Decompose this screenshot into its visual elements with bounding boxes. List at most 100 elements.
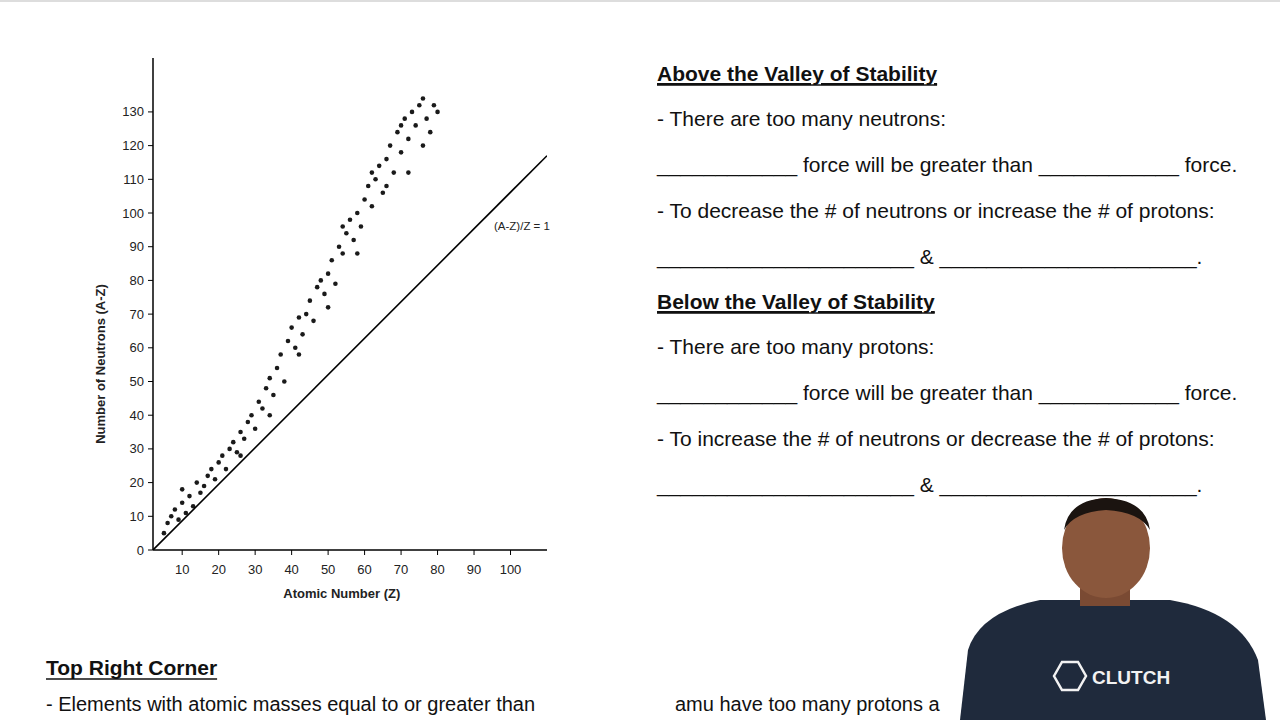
scatter-point [384, 157, 389, 162]
y-tick [148, 482, 153, 483]
heading-underline [46, 678, 217, 679]
heading-underline [657, 312, 935, 313]
x-tick [291, 550, 292, 555]
presenter: CLUTCH [960, 498, 1266, 720]
y-tick-label: 100 [122, 206, 144, 221]
blank-line: ____________ force will be greater than … [656, 153, 1237, 177]
scatter-point [238, 430, 243, 435]
scatter-point [355, 251, 360, 256]
scatter-point [227, 447, 232, 452]
scatter-point [319, 278, 324, 283]
scatter-point [370, 170, 375, 175]
y-axis-line [152, 58, 154, 550]
y-tick-label: 50 [130, 374, 144, 389]
scatter-point [253, 426, 258, 431]
scatter-point [213, 477, 218, 482]
y-tick-label: 0 [137, 543, 144, 558]
scatter-point [286, 339, 291, 344]
line-label: (A-Z)/Z = 1 [494, 220, 550, 232]
scatter-point [348, 217, 353, 222]
x-tick-label: 50 [321, 562, 335, 577]
x-tick [437, 550, 438, 555]
x-tick-label: 20 [211, 562, 225, 577]
background [0, 0, 1280, 720]
scatter-point [293, 346, 298, 351]
scatter-point [267, 413, 272, 418]
presenter-hair [1064, 498, 1150, 530]
section-heading: Above the Valley of Stability [657, 62, 937, 85]
x-axis-title: Atomic Number (Z) [283, 586, 400, 601]
x-tick [364, 550, 365, 555]
scatter-point [256, 399, 261, 404]
scatter-point [399, 150, 404, 155]
scatter-point [388, 143, 393, 148]
prompt-line: - To increase the # of neutrons or decre… [657, 427, 1215, 450]
scatter-point [326, 305, 331, 310]
scatter-point [351, 238, 356, 243]
scatter-point [344, 231, 349, 236]
y-tick-label: 90 [130, 239, 144, 254]
scatter-point [384, 184, 389, 189]
presenter-shirt [960, 600, 1266, 720]
footer-text: - Elements with atomic masses equal to o… [46, 693, 535, 715]
scatter-point [267, 376, 272, 381]
x-tick [218, 550, 219, 555]
logo-text: CLUTCH [1092, 667, 1170, 688]
scatter-point [406, 170, 411, 175]
scatter-point [308, 298, 313, 303]
blank-line: ______________________ & _______________… [656, 473, 1202, 497]
y-tick-label: 20 [130, 475, 144, 490]
x-tick-label: 40 [284, 562, 298, 577]
scatter-point [355, 211, 360, 216]
scatter-point [329, 258, 334, 263]
scatter-point [395, 130, 400, 135]
footer-heading: Top Right Corner [46, 656, 217, 679]
footer-text: amu have too many protons a [675, 693, 940, 715]
scatter-point [421, 143, 426, 148]
scatter-point [216, 460, 221, 465]
y-tick [148, 347, 153, 348]
scatter-point [370, 204, 375, 209]
heading-underline [657, 84, 937, 85]
scatter-point [289, 325, 294, 330]
scatter-point [406, 137, 411, 142]
page: 1020304050607080901000102030405060708090… [0, 0, 1280, 720]
scatter-point [282, 379, 287, 384]
scatter-point [209, 467, 214, 472]
prompt-line: - There are too many neutrons: [657, 107, 946, 130]
prompt-line: - To decrease the # of neutrons or incre… [657, 199, 1215, 222]
y-tick [148, 516, 153, 517]
scatter-point [326, 271, 331, 276]
scatter-point [297, 352, 302, 357]
x-tick [182, 550, 183, 555]
prompt-line: - There are too many protons: [657, 335, 934, 358]
scatter-point [224, 467, 229, 472]
scatter-point [180, 501, 185, 506]
y-tick-label: 110 [123, 172, 144, 187]
scatter-point [435, 110, 440, 115]
scatter-point [391, 170, 396, 175]
x-tick-label: 70 [394, 562, 408, 577]
scatter-point [176, 517, 181, 522]
chart: 1020304050607080901000102030405060708090… [93, 58, 550, 601]
x-tick-label: 90 [467, 562, 481, 577]
presenter-head [1062, 498, 1150, 598]
scatter-point [260, 406, 265, 411]
scatter-point [333, 281, 338, 286]
x-tick-label: 60 [357, 562, 371, 577]
scatter-point [278, 352, 283, 357]
scatter-point [264, 386, 269, 391]
y-tick-label: 120 [122, 138, 144, 153]
y-tick [148, 111, 153, 112]
scatter-point [300, 332, 305, 337]
scatter-point [428, 130, 433, 135]
x-axis-line [153, 549, 547, 551]
scatter-point [202, 484, 207, 489]
scatter-point [169, 514, 174, 519]
scatter-point [194, 480, 199, 485]
blank-line: ______________________ & _______________… [656, 245, 1202, 269]
y-tick [148, 415, 153, 416]
scatter-point [373, 177, 378, 182]
scatter-point [220, 453, 225, 458]
scatter-point [366, 184, 371, 189]
